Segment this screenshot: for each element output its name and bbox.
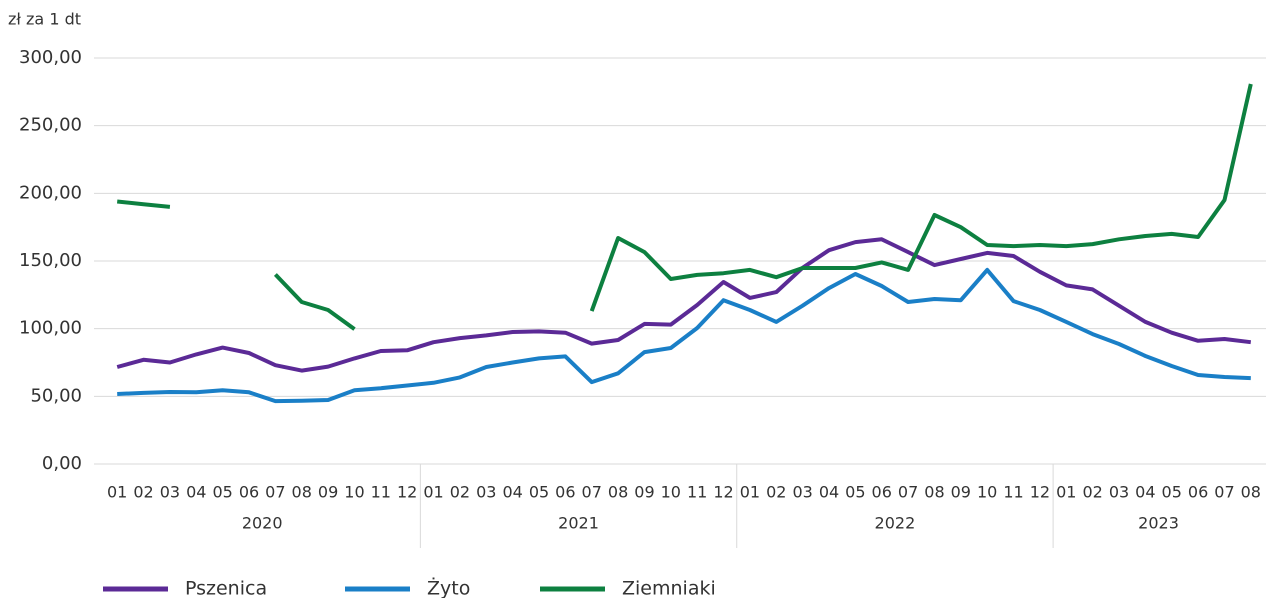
x-tick-label: 07 <box>1214 483 1234 502</box>
x-tick-label: 07 <box>898 483 918 502</box>
x-tick-label: 12 <box>1030 483 1050 502</box>
x-tick-label: 08 <box>924 483 944 502</box>
group-label: 2021 <box>558 514 599 533</box>
x-tick-label: 05 <box>529 483 549 502</box>
x-tick-label: 03 <box>1109 483 1129 502</box>
group-label: 2020 <box>242 514 283 533</box>
y-tick-label: 100,00 <box>19 318 82 339</box>
x-tick-label: 11 <box>371 483 391 502</box>
x-tick-label: 10 <box>344 483 364 502</box>
x-tick-label: 02 <box>1082 483 1102 502</box>
series-line <box>116 237 1252 373</box>
x-tick-label: 05 <box>845 483 865 502</box>
x-tick-label: 04 <box>1135 483 1155 502</box>
x-tick-label: 11 <box>687 483 707 502</box>
x-tick-label: 03 <box>476 483 496 502</box>
x-tick-label: 12 <box>397 483 417 502</box>
x-tick-label: 08 <box>292 483 312 502</box>
x-tick-label: 10 <box>977 483 997 502</box>
x-tick-label: 09 <box>318 483 338 502</box>
x-tick-label: 01 <box>423 483 443 502</box>
x-tick-label: 09 <box>951 483 971 502</box>
x-tick-label: 03 <box>792 483 812 502</box>
x-tick-label: 07 <box>582 483 602 502</box>
x-tick-label: 11 <box>1003 483 1023 502</box>
x-tick-label: 01 <box>740 483 760 502</box>
x-tick-label: 04 <box>819 483 839 502</box>
x-tick-label: 04 <box>186 483 206 502</box>
x-tick-label: 02 <box>133 483 153 502</box>
x-tick-label: 09 <box>634 483 654 502</box>
series-line <box>116 83 1253 331</box>
x-tick-label: 12 <box>713 483 733 502</box>
group-label: 2022 <box>875 514 916 533</box>
x-tick-label: 07 <box>265 483 285 502</box>
y-tick-label: 50,00 <box>30 385 82 406</box>
x-tick-label: 05 <box>1162 483 1182 502</box>
legend-label: Pszenica <box>185 578 267 598</box>
x-tick-label: 06 <box>872 483 892 502</box>
x-tick-label: 10 <box>661 483 681 502</box>
y-tick-label: 0,00 <box>42 453 82 474</box>
x-tick-label: 02 <box>450 483 470 502</box>
x-tick-label: 04 <box>502 483 522 502</box>
x-tick-label: 03 <box>160 483 180 502</box>
x-tick-label: 06 <box>239 483 259 502</box>
legend-label: Żyto <box>427 577 470 598</box>
x-tick-label: 01 <box>107 483 127 502</box>
y-axis-label: zł za 1 dt <box>8 10 81 29</box>
x-tick-label: 05 <box>212 483 232 502</box>
x-tick-label: 08 <box>608 483 628 502</box>
y-tick-label: 150,00 <box>19 250 82 271</box>
x-tick-label: 02 <box>766 483 786 502</box>
series-line <box>117 267 1251 404</box>
x-tick-label: 06 <box>1188 483 1208 502</box>
x-tick-label: 08 <box>1241 483 1261 502</box>
x-tick-label: 06 <box>555 483 575 502</box>
y-tick-label: 250,00 <box>19 115 82 136</box>
x-tick-label: 01 <box>1056 483 1076 502</box>
legend-label: Ziemniaki <box>622 578 716 598</box>
group-label: 2023 <box>1138 514 1179 533</box>
y-tick-label: 200,00 <box>19 182 82 203</box>
y-tick-label: 300,00 <box>19 47 82 68</box>
